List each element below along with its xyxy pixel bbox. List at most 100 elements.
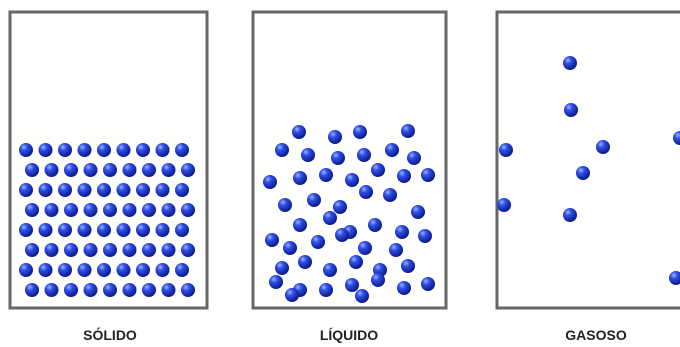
- particle: [103, 163, 117, 177]
- particle: [78, 183, 92, 197]
- particle: [162, 203, 176, 217]
- particle: [45, 163, 59, 177]
- particle: [385, 143, 399, 157]
- particle: [333, 200, 347, 214]
- particle: [97, 263, 111, 277]
- particle: [39, 143, 53, 157]
- particle: [401, 259, 415, 273]
- particle: [269, 275, 283, 289]
- particle: [298, 255, 312, 269]
- particle: [123, 243, 137, 257]
- particle: [19, 183, 33, 197]
- particle: [335, 228, 349, 242]
- particle: [162, 283, 176, 297]
- particle: [357, 148, 371, 162]
- particle: [311, 235, 325, 249]
- particle: [136, 223, 150, 237]
- particle: [162, 243, 176, 257]
- particle: [421, 168, 435, 182]
- particle: [156, 263, 170, 277]
- particle: [563, 208, 577, 222]
- particle: [156, 223, 170, 237]
- particle: [19, 223, 33, 237]
- particle: [175, 223, 189, 237]
- particle: [389, 243, 403, 257]
- particle: [397, 281, 411, 295]
- particle: [275, 261, 289, 275]
- particle: [368, 218, 382, 232]
- particle: [349, 255, 363, 269]
- particle: [45, 203, 59, 217]
- particle: [97, 223, 111, 237]
- particle: [39, 223, 53, 237]
- particle: [397, 169, 411, 183]
- particle: [136, 183, 150, 197]
- particle: [103, 243, 117, 257]
- particle: [263, 175, 277, 189]
- particle: [78, 263, 92, 277]
- particle: [103, 203, 117, 217]
- particle: [39, 263, 53, 277]
- particle: [64, 243, 78, 257]
- particle: [278, 198, 292, 212]
- particle: [576, 166, 590, 180]
- particle: [497, 198, 511, 212]
- particle: [359, 185, 373, 199]
- particle: [175, 263, 189, 277]
- particle: [181, 283, 195, 297]
- particle: [301, 148, 315, 162]
- particle: [175, 143, 189, 157]
- state-label: GASOSO: [565, 327, 627, 343]
- particle: [353, 125, 367, 139]
- particle: [319, 283, 333, 297]
- particle: [371, 273, 385, 287]
- particle: [181, 163, 195, 177]
- particle: [265, 233, 279, 247]
- particle: [136, 263, 150, 277]
- particle: [331, 151, 345, 165]
- particle: [64, 203, 78, 217]
- particle: [175, 183, 189, 197]
- particle: [58, 223, 72, 237]
- particle: [383, 188, 397, 202]
- particle: [19, 263, 33, 277]
- particle: [64, 283, 78, 297]
- particle: [117, 143, 131, 157]
- particle: [39, 183, 53, 197]
- particle: [142, 243, 156, 257]
- particle: [19, 143, 33, 157]
- state-label: SÓLIDO: [83, 326, 137, 343]
- particle: [345, 173, 359, 187]
- particle: [117, 183, 131, 197]
- particle: [283, 241, 297, 255]
- particle: [328, 130, 342, 144]
- particle: [123, 203, 137, 217]
- gas-container: [497, 12, 680, 308]
- particle: [418, 229, 432, 243]
- particle: [84, 163, 98, 177]
- particle: [181, 203, 195, 217]
- particle: [407, 151, 421, 165]
- particle: [323, 263, 337, 277]
- particle: [123, 283, 137, 297]
- particle: [181, 243, 195, 257]
- particle: [78, 223, 92, 237]
- particle: [401, 124, 415, 138]
- particle: [58, 183, 72, 197]
- particle: [275, 143, 289, 157]
- particle: [285, 288, 299, 302]
- particle: [78, 143, 92, 157]
- state-label: LÍQUIDO: [320, 327, 378, 343]
- particle: [103, 283, 117, 297]
- particle: [293, 171, 307, 185]
- particle: [345, 278, 359, 292]
- particle: [84, 203, 98, 217]
- particle: [25, 243, 39, 257]
- particle: [97, 143, 111, 157]
- particle: [162, 163, 176, 177]
- particle: [563, 56, 577, 70]
- particle: [142, 283, 156, 297]
- particle: [25, 163, 39, 177]
- particle: [156, 143, 170, 157]
- particle: [156, 183, 170, 197]
